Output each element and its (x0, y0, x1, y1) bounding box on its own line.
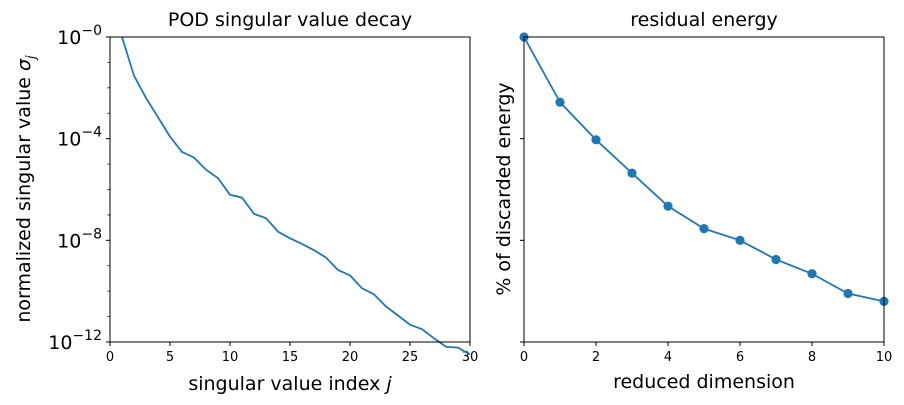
left-x-tick-label: 25 (402, 350, 419, 365)
left-x-label: singular value index j (188, 373, 392, 395)
left-y-tick-label: 10−0 (57, 23, 102, 49)
right-data-point (843, 288, 853, 299)
right-x-tick-label: 8 (808, 350, 816, 365)
right-data-point (735, 235, 745, 245)
left-y-tick-label: 10−12 (48, 328, 102, 354)
right-data-point (591, 135, 601, 145)
left-axes-frame (109, 36, 471, 343)
right-data-point (663, 201, 673, 211)
right-x-tick-label: 0 (520, 350, 528, 365)
right-x-label: reduced dimension (613, 371, 795, 393)
left-title: POD singular value decay (168, 9, 412, 31)
left-y-label: normalized singular value σj (13, 55, 39, 323)
right-series-line (523, 36, 885, 303)
chart-left: POD singular value decay 0 5 10 15 20 25 30 10… (13, 9, 478, 395)
right-data-point (807, 269, 817, 279)
left-series-line (121, 36, 471, 356)
right-data-point (699, 224, 709, 234)
right-x-ticks: 0 2 4 6 8 10 (520, 342, 892, 365)
left-x-tick-label: 5 (166, 350, 174, 365)
left-y-tick-label: 10−8 (57, 226, 102, 252)
left-x-ticks: 0 5 10 15 20 25 30 (106, 342, 478, 365)
right-x-tick-label: 10 (876, 350, 893, 365)
left-y-ticks: 10−0 10−4 10−8 10−12 (48, 23, 110, 354)
right-x-tick-label: 4 (664, 350, 672, 365)
left-y-tick-label: 10−4 (57, 125, 102, 151)
left-x-tick-label: 30 (462, 350, 479, 365)
left-x-tick-label: 0 (106, 350, 114, 365)
right-data-point (555, 97, 565, 107)
right-y-ticks (520, 36, 524, 343)
right-y-label: % of discarded energy (493, 82, 515, 295)
right-data-point (627, 168, 637, 178)
left-x-tick-label: 20 (342, 350, 359, 365)
right-x-tick-label: 6 (736, 350, 744, 365)
right-x-tick-label: 2 (592, 350, 600, 365)
left-x-tick-label: 10 (222, 350, 239, 365)
right-data-point (771, 254, 781, 265)
right-series-markers (519, 32, 889, 306)
right-axes-frame (523, 36, 885, 343)
left-x-tick-label: 15 (282, 350, 299, 365)
chart-right: residual energy 0 2 4 6 8 10 reduced dimensio… (493, 9, 892, 393)
right-title: residual energy (630, 9, 778, 31)
